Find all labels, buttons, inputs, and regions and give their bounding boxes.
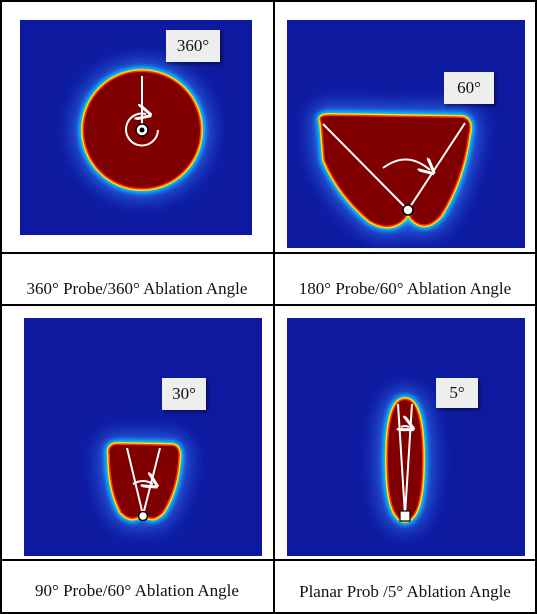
angle-label: 60° [457,78,481,97]
angle-label: 30° [172,384,196,403]
caption: 180° Probe/60° Ablation Angle [299,279,511,298]
label-box: 30° [162,378,206,410]
angle-label: 360° [177,36,209,55]
angle-label: 5° [449,383,464,402]
figure: 360° 60° 30° 5° 360° Probe/360° Ablation… [0,0,537,614]
label-box: 360° [166,30,220,62]
label-box: 5° [436,378,478,408]
caption: Planar Prob /5° Ablation Angle [299,582,511,601]
caption: 360° Probe/360° Ablation Angle [27,279,248,298]
label-box: 60° [444,72,494,104]
caption: 90° Probe/60° Ablation Angle [35,581,239,600]
